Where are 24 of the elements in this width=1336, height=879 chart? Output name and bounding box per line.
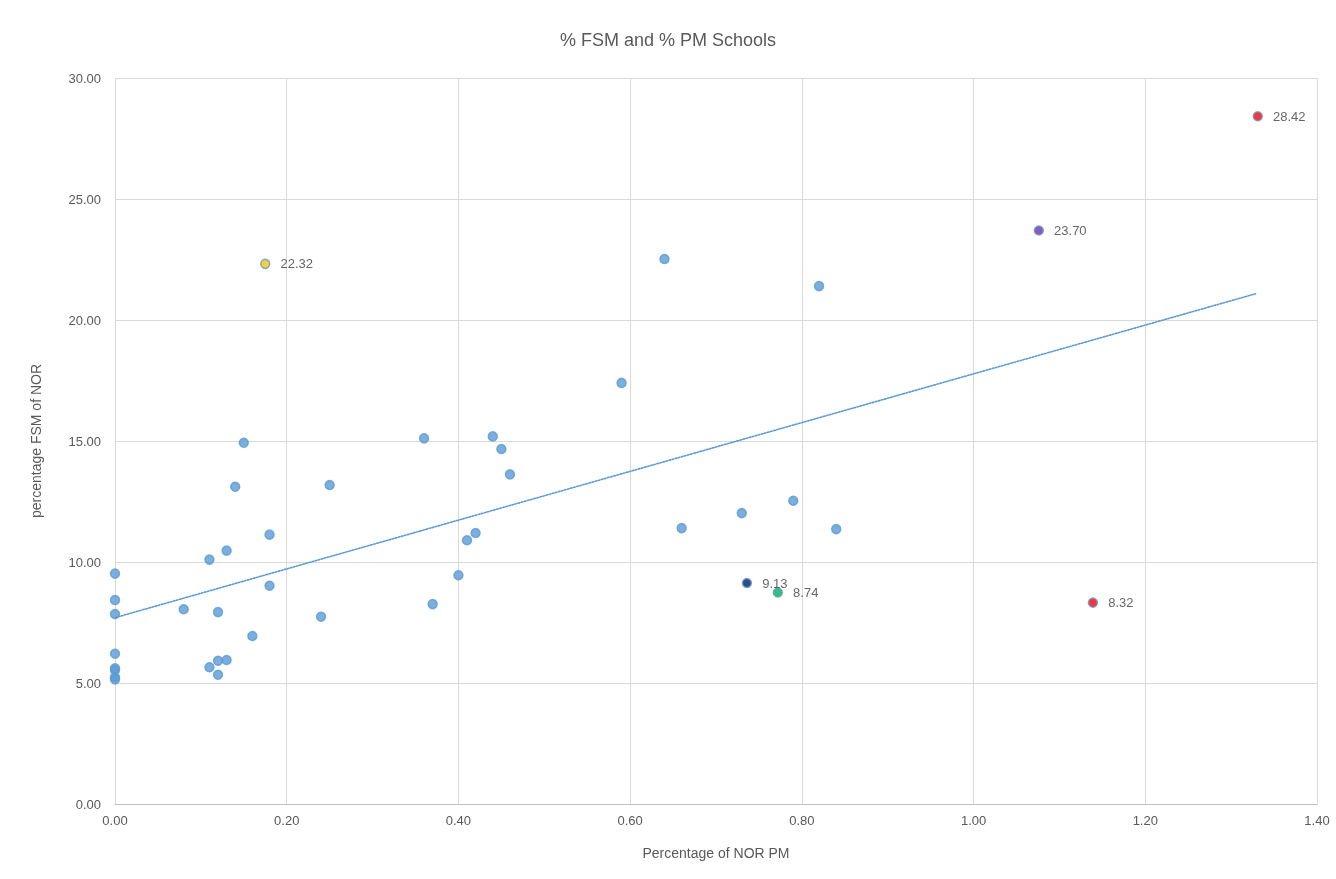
data-label: 8.32	[1108, 595, 1134, 611]
data-label: 9.13	[762, 575, 788, 591]
x-tick-label: 0.40	[445, 813, 472, 828]
chart-title: % FSM and % PM Schools	[559, 30, 777, 50]
data-label: 8.74	[793, 584, 819, 600]
data-label: 23.70	[1054, 222, 1087, 238]
data-label: 22.32	[280, 256, 314, 272]
y-tick-label: 20.00	[68, 312, 101, 328]
x-tick-label: 1.00	[960, 813, 987, 828]
y-tick-label: 30.00	[68, 70, 101, 86]
y-tick-label: 10.00	[68, 554, 101, 570]
y-tick-label: 5.00	[75, 675, 101, 691]
y-tick-label: 15.00	[68, 433, 101, 449]
y-axis-title: percentage FSM of NOR	[28, 363, 44, 519]
x-axis-title: Percentage of NOR PM	[642, 845, 790, 861]
x-tick-label: 0.20	[274, 813, 300, 828]
x-tick-label: 0.80	[789, 813, 815, 828]
y-tick-label: 25.00	[68, 191, 101, 207]
data-label: 28.42	[1273, 108, 1306, 124]
x-tick-label: 1.20	[1132, 813, 1158, 828]
x-tick-label: 0.00	[102, 813, 128, 828]
x-tick-label: 0.60	[617, 813, 643, 828]
y-tick-label: 0.00	[75, 796, 101, 812]
x-tick-label: 1.40	[1304, 813, 1330, 828]
